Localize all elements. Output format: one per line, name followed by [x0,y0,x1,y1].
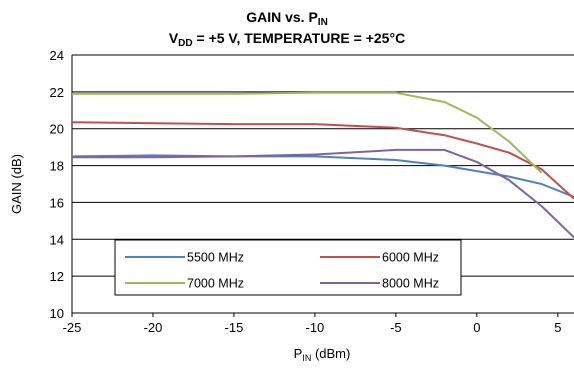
legend: 5500 MHz 6000 MHz 7000 MHz 8000 MHz [114,239,462,296]
x-tick-label: -25 [63,320,82,335]
x-tick-label: 5 [554,320,561,335]
series-line-6000-mhz [72,121,574,200]
x-tick-labels: -25 -20 -15 -10 -5 0 5 [63,313,561,335]
chart-title-line1: GAIN vs. PIN [246,9,328,28]
y-tick-label: 24 [50,48,64,63]
chart-title-line2: VDD = +5 V, TEMPERATURE = +25°C [169,30,405,49]
y-tick-label: 20 [50,122,64,137]
x-tick-label: -10 [306,320,325,335]
x-tick-label: -20 [144,320,163,335]
legend-label: 6000 MHz [382,251,439,265]
x-axis-label: PIN (dBm) [294,346,351,363]
y-axis-label: GAIN (dB) [9,154,24,214]
y-tick-label: 22 [50,85,64,100]
legend-label: 5500 MHz [187,251,244,265]
y-tick-label: 12 [50,269,64,284]
y-tick-labels: 10 12 14 16 18 20 22 24 [50,48,64,321]
series-lines [72,91,574,239]
series-line-7000-mhz [72,91,543,174]
x-tick-label: 0 [473,320,480,335]
legend-label: 8000 MHz [382,277,439,291]
y-tick-label: 14 [50,232,64,247]
y-tick-label: 16 [50,195,64,210]
legend-box [114,239,462,296]
y-tick-label: 18 [50,159,64,174]
legend-label: 7000 MHz [187,277,244,291]
y-tick-label: 10 [50,306,64,321]
series-line-8000-mhz [72,148,574,239]
plot-area [71,55,574,314]
x-tick-label: -5 [390,320,402,335]
x-tick-label: -15 [225,320,244,335]
